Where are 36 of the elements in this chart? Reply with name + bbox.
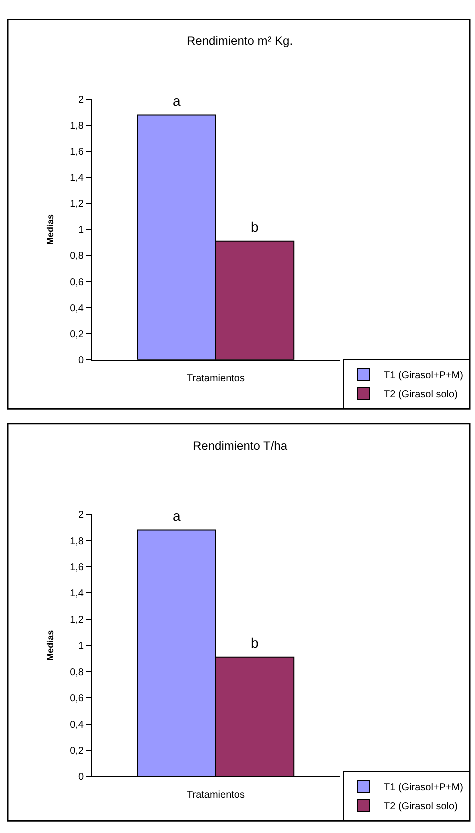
y-axis-title: Medias (45, 630, 56, 661)
legend-label: T1 (Girasol+P+M) (384, 370, 464, 382)
legend-label: T1 (Girasol+P+M) (384, 782, 464, 794)
y-tick-label: 0,2 (70, 746, 84, 757)
y-tick-label: 2 (78, 510, 84, 522)
y-tick-label: 1,4 (70, 173, 84, 184)
y-tick-label: 0 (78, 772, 84, 784)
y-tick-label: 1,6 (70, 147, 84, 158)
y-tick-label: 1,4 (70, 588, 84, 600)
y-tick-label: 0,8 (70, 667, 84, 678)
x-axis-title: Tratamientos (187, 373, 245, 384)
annotation: b (251, 219, 259, 235)
y-tick-label: 1,2 (70, 199, 84, 210)
y-tick-label: 2 (78, 95, 84, 106)
y-tick-label: 1,2 (70, 614, 84, 626)
x-axis-title: Tratamientos (187, 790, 245, 802)
annotation: a (173, 508, 181, 524)
y-tick-label: 1 (78, 225, 84, 236)
legend-label: T2 (Girasol solo) (384, 801, 458, 812)
y-tick-label: 1,6 (70, 562, 84, 574)
y-tick-label: 0,6 (70, 694, 84, 705)
y-tick-label: 0,8 (70, 251, 84, 262)
chart-title: Rendimiento m² Kg. (187, 34, 294, 48)
y-axis-title: Medias (45, 214, 56, 245)
y-tick-label: 0,2 (70, 329, 84, 340)
annotation: b (251, 635, 259, 651)
y-tick-label: 0,6 (70, 277, 84, 288)
y-tick-label: 0 (78, 355, 84, 366)
y-tick-label: 1,8 (70, 536, 84, 548)
y-tick-label: 1 (78, 641, 84, 652)
annotation: a (173, 93, 181, 109)
y-tick-label: 0,4 (70, 720, 84, 731)
y-tick-label: 1,8 (70, 121, 84, 132)
y-tick-label: 0,4 (70, 303, 84, 314)
chart-title: Rendimiento T/ha (193, 439, 288, 453)
legend-label: T2 (Girasol solo) (384, 389, 458, 400)
